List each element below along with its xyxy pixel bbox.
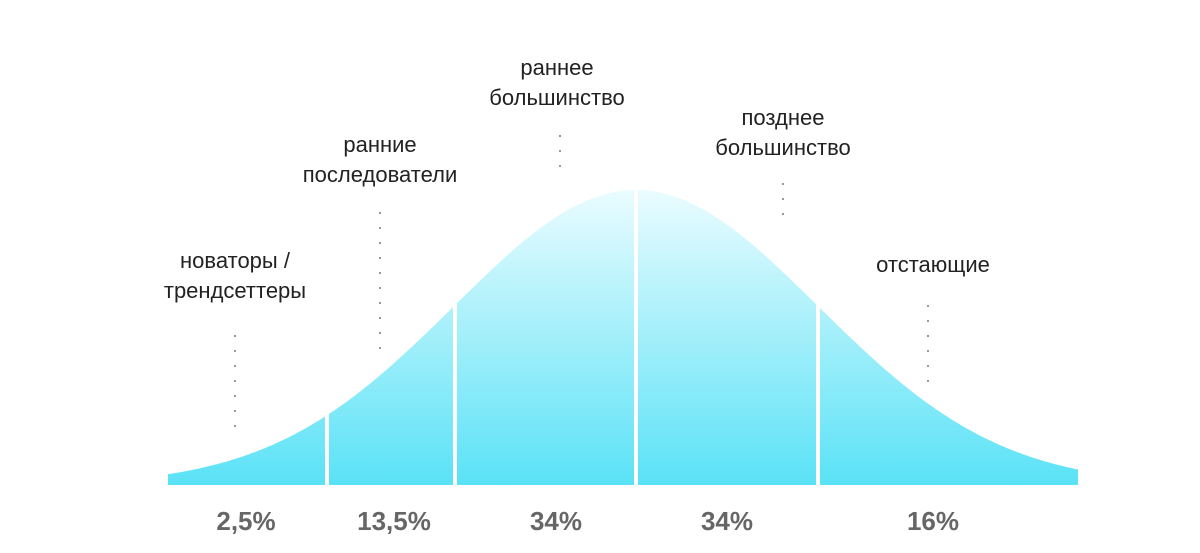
segment-label: ранние [343, 132, 416, 157]
segment-label: последователи [303, 162, 457, 187]
segment-label: отстающие [876, 252, 990, 277]
segment-label: позднее [742, 105, 825, 130]
segment-label: новаторы / [180, 248, 291, 273]
segment-share: 34% [530, 506, 582, 536]
segment-label: большинство [489, 85, 625, 110]
segment-label: большинство [715, 135, 851, 160]
bell-curve [168, 190, 1078, 485]
segment-label: трендсеттеры [164, 278, 306, 303]
segment-share: 13,5% [357, 506, 431, 536]
labels: новаторы / трендсеттеры 2,5% ранние последов… [164, 55, 990, 536]
segment-share: 16% [907, 506, 959, 536]
segment-share: 34% [701, 506, 753, 536]
separators [325, 188, 820, 487]
segment-label: раннее [520, 55, 593, 80]
segment-share: 2,5% [216, 506, 275, 536]
